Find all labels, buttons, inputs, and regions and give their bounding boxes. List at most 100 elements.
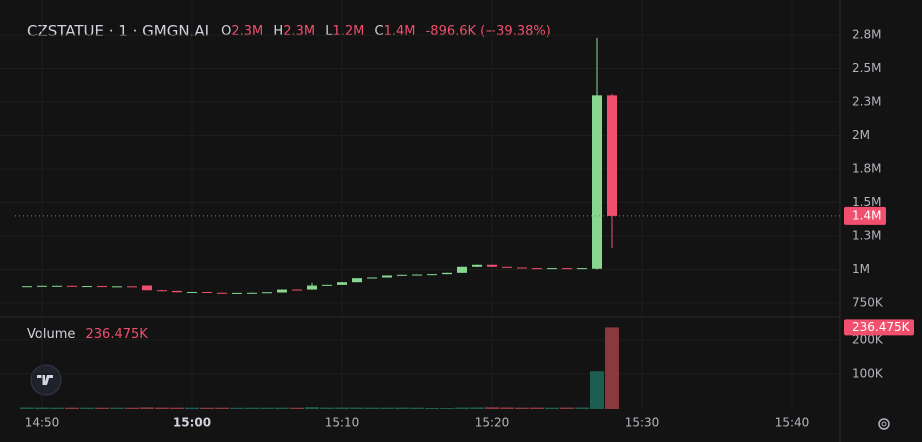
candle-body [562,268,572,270]
volume-bar [545,407,559,409]
volume-bar [110,407,124,409]
logo [30,364,62,396]
y2-tick-label: 200K [852,332,884,346]
volume-bar [440,408,454,409]
ohlc-key: H [273,24,283,39]
ohlc-key: O [221,24,231,39]
candle-body [112,286,122,288]
ohlc-key: L [325,24,333,39]
volume-bar [305,407,319,409]
volume-tag [844,319,914,336]
candle-body [157,290,167,292]
volume-bar [260,407,274,409]
volume-bar [380,407,394,409]
volume-bar [245,407,259,409]
candle-body [532,268,542,270]
volume-bar [125,407,139,409]
volume-bar [80,407,94,409]
volume-bar [575,407,589,409]
y-tick-label: 1.8M [852,162,881,176]
x-tick-label: 14:50 [25,416,60,430]
volume-value: 236.475K [86,327,149,342]
candle-body [277,289,287,293]
volume-bar [155,407,169,409]
chart-title: CZSTATUE · 1 · GMGN.AI [27,22,209,40]
candle-body [382,275,392,278]
candle-body [352,278,362,283]
volume-bar [530,407,544,409]
candle-body [142,285,152,291]
candle-body [97,286,107,288]
candle-body [487,264,497,267]
volume-legend: Volume 236.475K [27,327,148,342]
volume-bar [560,407,574,409]
y-tick-label: 1M [852,262,870,276]
volume-bar [365,407,379,409]
candle-body [292,289,302,291]
candle-body [577,268,587,270]
volume-bar [485,407,499,409]
volume-bar [95,407,109,409]
volume-bar [50,407,64,409]
legend: CZSTATUE · 1 · GMGN.AI O2.3M H2.3M L1.2M… [27,22,551,40]
volume-bar [65,407,79,409]
ohlc-key: C [375,24,384,39]
volume-bar [605,327,619,409]
volume-bar [470,407,484,409]
candle-body [502,266,512,268]
x-tick-label: 15:10 [325,416,360,430]
y-tick-label: 2.5M [852,61,881,75]
ohlc-value: 2.3M [231,24,263,39]
candle-body [442,272,452,275]
candle-body [172,290,182,293]
last-price-tag [844,206,886,225]
settings-icon[interactable] [878,418,890,430]
volume-bar [20,407,34,409]
candle-body [52,285,62,287]
candle-body [187,291,197,293]
candle-body [307,285,317,290]
volume-title: Volume [27,327,75,342]
candle-body [427,274,437,276]
ohlc-value: 2.3M [283,24,315,39]
candle-body [412,274,422,276]
y-tick-label: 1.3M [852,228,881,242]
volume-bar [140,407,154,409]
x-tick-label: 15:00 [173,416,211,430]
candle-body [322,284,332,286]
volume-bar [515,407,529,409]
candle-body [37,285,47,287]
ohlc-value: 1.4M [384,24,416,39]
ohlc-value: 1.2M [332,24,364,39]
volume-bar [215,407,229,409]
candle-body [22,286,32,288]
y-tick-label: 1.5M [852,195,881,209]
volume-tag-label: 236.475K [852,320,911,334]
candle-body [337,282,347,285]
y-tick-label: 2M [852,128,870,142]
volume-bar [290,407,304,409]
volume-bar [455,407,469,409]
volume-bar [320,407,334,409]
volume-bar [35,407,49,409]
candle-body [472,264,482,267]
x-tick-label: 15:20 [475,416,510,430]
y-tick-label: 750K [852,295,884,309]
candle-body [592,95,602,269]
candle-body [457,266,467,273]
candle-body [397,274,407,276]
candle-body [547,268,557,270]
volume-bar [335,407,349,409]
candle-body [607,95,617,216]
volume-bar [425,408,439,409]
y-tick-label: 2.3M [852,95,881,109]
candle-body [67,285,77,287]
volume-bar [275,407,289,409]
last-price-label: 1.4M [852,208,881,222]
volume-bar [170,407,184,409]
candle-body [367,277,377,279]
volume-bar [350,407,364,409]
